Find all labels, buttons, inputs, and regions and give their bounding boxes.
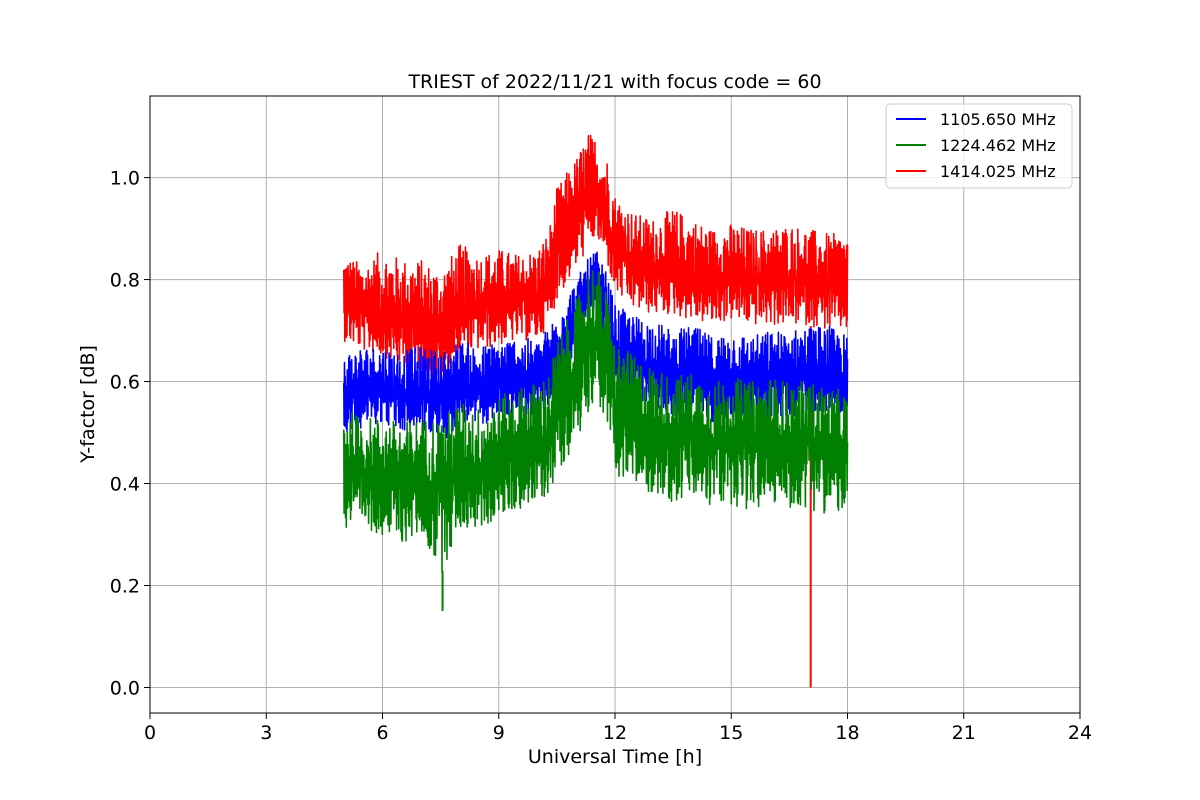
y-tick-label: 1.0 bbox=[110, 168, 140, 190]
y-tick-label: 0.0 bbox=[110, 678, 140, 700]
y-tick-label: 0.8 bbox=[110, 270, 140, 292]
series-line-0 bbox=[343, 251, 849, 443]
x-tick-label: 21 bbox=[952, 722, 976, 744]
legend-label-1414: 1414.025 MHz bbox=[940, 162, 1056, 181]
y-tick-label: 0.6 bbox=[110, 372, 140, 394]
legend-label-1105: 1105.650 MHz bbox=[940, 110, 1056, 129]
x-tick-label: 0 bbox=[144, 722, 156, 744]
x-tick-label: 9 bbox=[493, 722, 505, 744]
legend: 1105.650 MHz 1224.462 MHz 1414.025 MHz bbox=[885, 103, 1073, 189]
y-tick-label: 0.2 bbox=[110, 576, 140, 598]
x-axis-label: Universal Time [h] bbox=[528, 746, 702, 768]
legend-box bbox=[885, 103, 1073, 189]
x-tick-label: 15 bbox=[719, 722, 743, 744]
chart-title: TRIEST of 2022/11/21 with focus code = 6… bbox=[407, 71, 821, 93]
legend-label-1224: 1224.462 MHz bbox=[940, 136, 1056, 155]
y-axis: 0.0 0.2 0.4 0.6 0.8 1.0 bbox=[110, 168, 150, 700]
x-tick-label: 3 bbox=[260, 722, 272, 744]
x-tick-label: 6 bbox=[376, 722, 388, 744]
y-axis-label: Y-factor [dB] bbox=[77, 345, 99, 464]
x-axis: 0 3 6 9 12 15 18 21 24 bbox=[144, 713, 1092, 744]
series-line-2 bbox=[343, 134, 849, 382]
x-tick-label: 12 bbox=[603, 722, 627, 744]
x-tick-label: 18 bbox=[835, 722, 859, 744]
y-tick-label: 0.4 bbox=[110, 474, 140, 496]
series-line-1 bbox=[343, 270, 849, 573]
plot-area bbox=[343, 134, 849, 688]
x-tick-label: 24 bbox=[1068, 722, 1092, 744]
